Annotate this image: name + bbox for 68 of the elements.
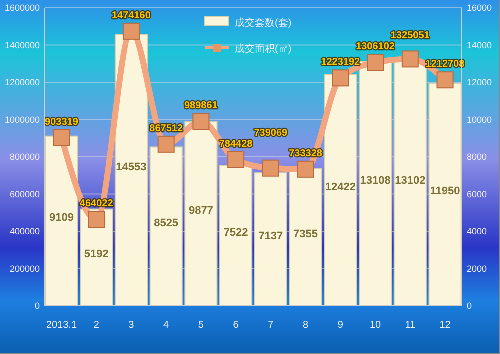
y2-tick-label: 10000: [467, 114, 492, 125]
point: [262, 160, 280, 177]
x-tick-label: 10: [370, 320, 382, 331]
point: [297, 160, 314, 178]
x-tick-label: 3: [128, 320, 135, 331]
bar: [254, 172, 288, 306]
legend-label: 成交面积(㎡): [235, 43, 292, 55]
x-tick-label: 4: [164, 320, 170, 331]
x-tick-label: 2: [94, 320, 100, 331]
y2-tick-label: 12000: [467, 78, 492, 88]
data-label: 733328: [289, 148, 323, 160]
y-tick-label: 800000: [10, 152, 40, 162]
x-tick-label: 11: [405, 320, 416, 331]
data-label: 13102: [395, 174, 426, 187]
data-label: 989861: [184, 100, 218, 112]
y-tick-label: 1200000: [4, 78, 40, 88]
y2-tick-label: 16000: [467, 3, 492, 13]
point: [332, 70, 350, 87]
data-label: 7522: [224, 226, 248, 239]
point: [122, 22, 140, 40]
data-label: 7355: [294, 228, 318, 241]
data-label: 784428: [219, 138, 254, 150]
bar: [220, 165, 253, 306]
data-label: 1306102: [356, 42, 396, 53]
x-tick-label: 12: [440, 320, 452, 331]
point: [402, 50, 419, 68]
y-tick-label: 1000000: [4, 114, 40, 125]
x-tick-label: 5: [198, 320, 204, 331]
y-tick-label: 400000: [10, 226, 40, 236]
y2-tick-label: 6000: [467, 189, 488, 200]
point: [158, 136, 175, 153]
data-label: 14553: [116, 161, 147, 174]
y-tick-label: 200000: [10, 264, 40, 274]
data-label: 1223192: [321, 57, 361, 68]
data-label: 739069: [254, 128, 288, 139]
y-tick-label: 600000: [10, 189, 40, 200]
data-label: 1474160: [112, 10, 152, 22]
x-tick-label: 6: [233, 320, 240, 331]
point: [228, 151, 245, 168]
point: [192, 113, 210, 130]
x-tick-label: 7: [268, 320, 274, 331]
data-label: 5192: [84, 248, 109, 261]
bar: [358, 61, 392, 306]
point: [367, 54, 384, 72]
y2-tick-label: 2000: [467, 264, 488, 274]
legend-label: 成交套数(套): [235, 17, 292, 29]
y2-tick-label: 8000: [467, 152, 488, 162]
point: [436, 72, 454, 89]
y-tick-label: 1600000: [4, 3, 40, 13]
y2-tick-label: 0: [467, 301, 472, 311]
data-label: 13108: [360, 174, 391, 187]
data-label: 9109: [49, 212, 74, 224]
data-label: 7137: [258, 230, 284, 243]
y-tick-label: 0: [34, 301, 40, 311]
y-tick-label: 1400000: [4, 40, 40, 50]
data-label: 903319: [45, 116, 79, 128]
data-label: 11950: [430, 186, 460, 198]
point: [88, 211, 106, 228]
data-label: 12422: [325, 181, 356, 194]
data-label: 1325051: [390, 30, 430, 42]
y2-tick-label: 4000: [467, 226, 488, 236]
point: [53, 129, 70, 146]
x-tick-label: 8: [303, 320, 310, 331]
data-label: 8525: [154, 218, 179, 230]
data-label: 9877: [188, 205, 214, 218]
y2-tick-label: 14000: [467, 40, 492, 50]
x-tick-label: 2013.1: [46, 320, 78, 331]
x-tick-label: 9: [338, 320, 344, 331]
